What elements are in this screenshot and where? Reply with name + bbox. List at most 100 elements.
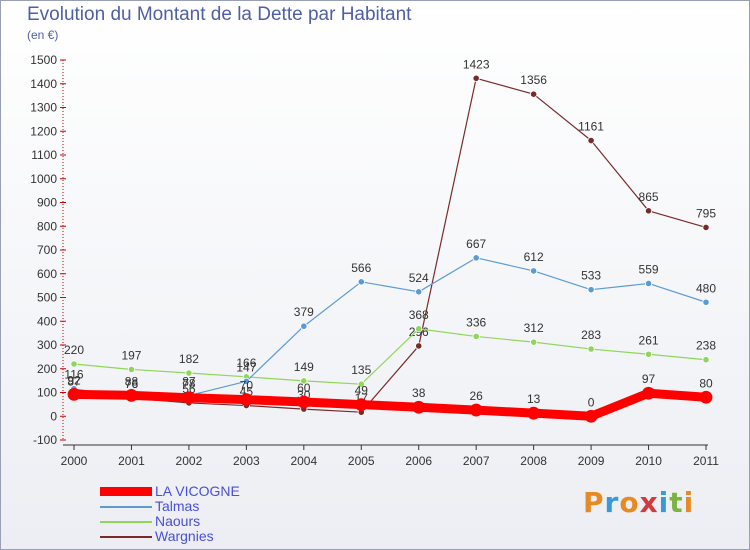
data-point-wargnies: [415, 342, 423, 350]
x-tick-label: 2004: [290, 454, 317, 468]
data-label-talmas: 379: [294, 305, 314, 319]
data-point-talmas: [242, 377, 250, 385]
x-tick-label: 2006: [405, 454, 432, 468]
data-point-wargnies: [702, 223, 710, 232]
logo-letter: P: [583, 486, 605, 519]
y-tick-label: 100: [37, 386, 57, 400]
data-label-naours: 312: [524, 321, 544, 335]
x-tick-label: 2010: [635, 454, 662, 468]
data-label-la-vicogne: 97: [642, 372, 656, 386]
proxiti-logo: Proxiti: [583, 486, 694, 519]
data-label-wargnies: 865: [639, 190, 659, 204]
data-label-wargnies: 76: [125, 377, 139, 391]
data-point-wargnies: [644, 207, 653, 215]
y-tick-label: 1300: [30, 101, 57, 115]
data-point-wargnies: [530, 90, 538, 98]
data-point-la-vicogne: [642, 386, 655, 400]
data-label-wargnies: 87: [67, 375, 81, 389]
series-line-wargnies: [73, 77, 707, 413]
y-tick-label: 400: [37, 314, 57, 328]
logo-letter: t: [669, 486, 684, 519]
y-tick-label: 1400: [30, 77, 57, 91]
data-point-naours: [644, 350, 653, 358]
x-tick-label: 2007: [463, 454, 490, 468]
data-point-naours: [300, 377, 308, 385]
data-point-la-vicogne: [584, 409, 598, 423]
legend-label-talmas: Talmas: [155, 498, 200, 514]
data-label-naours: 166: [236, 356, 256, 370]
data-label-la-vicogne: 13: [527, 392, 541, 406]
data-label-naours: 197: [121, 348, 141, 362]
x-tick-label: 2008: [520, 454, 547, 468]
data-point-wargnies: [587, 136, 595, 145]
legend-swatch-talmas: [100, 506, 152, 508]
x-tick-label: 2003: [233, 454, 260, 468]
data-label-la-vicogne: 88: [125, 374, 139, 388]
x-tick-label: 2009: [578, 454, 605, 468]
y-tick-label: 900: [37, 196, 57, 210]
data-point-talmas: [357, 278, 365, 286]
legend-swatch-la-vicogne: [100, 487, 152, 496]
data-label-talmas: 76: [125, 377, 139, 391]
data-point-talmas: [702, 298, 710, 306]
data-label-naours: 283: [581, 328, 601, 342]
chart-title: Evolution du Montant de la Dette par Hab…: [27, 4, 412, 25]
data-point-naours: [702, 356, 710, 364]
legend-label-wargnies: Wargnies: [155, 528, 214, 544]
data-label-naours: 149: [294, 360, 314, 374]
y-tick-label: 1500: [30, 53, 57, 67]
data-point-talmas: [300, 322, 308, 330]
data-point-talmas: [587, 286, 595, 294]
data-point-talmas: [530, 267, 538, 275]
y-tick-label: 1200: [30, 124, 57, 138]
data-label-la-vicogne: 38: [412, 386, 426, 400]
data-point-la-vicogne: [67, 387, 81, 401]
data-point-la-vicogne: [354, 398, 368, 412]
logo-letter: r: [604, 486, 620, 519]
data-label-la-vicogne: 60: [297, 381, 311, 395]
chart-subtitle: (en €): [27, 28, 59, 42]
y-tick-label: 1000: [30, 172, 57, 186]
y-tick-label: 0: [50, 409, 57, 423]
series-line-naours: [73, 328, 707, 385]
logo-letter: x: [639, 486, 659, 519]
data-point-la-vicogne: [412, 400, 426, 414]
data-label-talmas: 533: [581, 269, 601, 283]
data-label-talmas: 566: [351, 261, 371, 275]
y-tick-label: 700: [37, 243, 57, 257]
logo-letter: o: [619, 486, 640, 519]
data-label-la-vicogne: 92: [67, 373, 81, 387]
data-label-talmas: 147: [236, 360, 256, 374]
data-point-la-vicogne: [125, 388, 138, 402]
data-point-la-vicogne: [527, 406, 541, 420]
data-label-wargnies: 1423: [463, 57, 490, 71]
legend-label-naours: Naours: [155, 513, 201, 529]
y-tick-label: 200: [37, 362, 57, 376]
y-tick-label: -100: [33, 433, 57, 447]
data-label-la-vicogne: 70: [240, 379, 254, 393]
y-tick-label: 300: [37, 338, 57, 352]
x-tick-label: 2002: [176, 454, 203, 468]
data-point-naours: [127, 365, 136, 374]
data-point-la-vicogne: [297, 395, 311, 409]
legend-label-la-vicogne: LA VICOGNE: [155, 483, 240, 499]
data-label-talmas: 116: [64, 368, 83, 382]
data-point-la-vicogne: [239, 393, 253, 407]
data-label-naours: 336: [466, 315, 486, 329]
data-point-naours: [70, 360, 78, 368]
y-tick-label: 800: [37, 219, 57, 233]
x-tick-label: 2000: [61, 454, 88, 468]
data-point-naours: [587, 345, 595, 353]
data-label-talmas: 524: [409, 271, 429, 285]
data-label-talmas: 667: [466, 237, 486, 251]
logo-letter: i: [683, 486, 695, 519]
data-point-talmas: [415, 288, 423, 296]
y-tick-label: 500: [37, 291, 57, 305]
data-point-naours: [472, 332, 480, 341]
data-point-wargnies: [472, 74, 480, 82]
logo-letter: i: [658, 486, 670, 519]
data-label-wargnies: 1161: [578, 120, 604, 134]
data-label-la-vicogne: 0: [588, 395, 595, 409]
